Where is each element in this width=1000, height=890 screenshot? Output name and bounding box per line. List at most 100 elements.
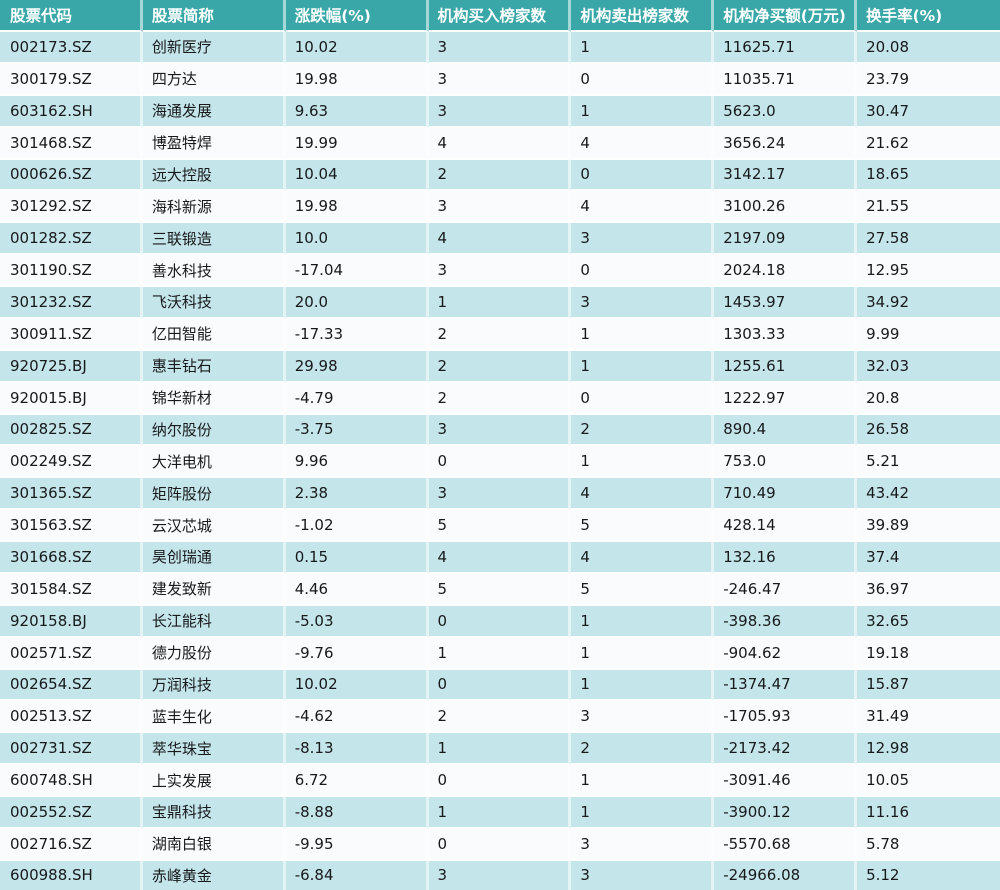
cell-stock-name: 创新医疗 <box>142 32 286 64</box>
cell-stock-code: 300179.SZ <box>0 63 143 96</box>
table-row: 300179.SZ 四方达 19.98 3 0 11035.71 23.79 <box>0 63 1000 96</box>
cell-stock-name: 博盈特焊 <box>142 127 286 160</box>
cell-turnover-rate: 26.58 <box>857 414 1000 447</box>
cell-inst-net-buy: 3142.17 <box>714 159 858 192</box>
cell-stock-name: 四方达 <box>142 63 286 96</box>
cell-change-pct: 10.04 <box>285 159 429 192</box>
table-row: 301563.SZ 云汉芯城 -1.02 5 5 428.14 39.89 <box>0 510 1000 542</box>
col-header-inst-sell-count: 机构卖出榜家数 <box>571 0 715 32</box>
cell-turnover-rate: 11.16 <box>857 797 1000 829</box>
cell-change-pct: -8.88 <box>285 797 429 829</box>
table-row: 600748.SH 上实发展 6.72 0 1 -3091.46 10.05 <box>0 765 1000 797</box>
cell-change-pct: 6.72 <box>285 765 429 797</box>
cell-inst-net-buy: 11035.71 <box>714 63 858 96</box>
cell-inst-sell-count: 1 <box>571 350 715 383</box>
cell-stock-code: 301232.SZ <box>0 287 143 319</box>
cell-stock-name: 大洋电机 <box>142 446 286 479</box>
cell-stock-code: 920725.BJ <box>0 350 143 383</box>
cell-turnover-rate: 9.99 <box>857 318 1000 351</box>
cell-inst-sell-count: 1 <box>571 765 715 797</box>
cell-stock-code: 301365.SZ <box>0 478 143 511</box>
cell-inst-net-buy: 2024.18 <box>714 255 858 287</box>
cell-inst-sell-count: 1 <box>571 637 715 670</box>
table-row: 002716.SZ 湖南白银 -9.95 0 3 -5570.68 5.78 <box>0 828 1000 861</box>
col-header-inst-net-buy: 机构净买额(万元) <box>714 0 858 32</box>
cell-inst-buy-count: 1 <box>428 637 572 670</box>
cell-turnover-rate: 12.98 <box>857 733 1000 766</box>
cell-inst-buy-count: 1 <box>428 733 572 766</box>
cell-stock-code: 301190.SZ <box>0 255 143 287</box>
table-row: 920158.BJ 长江能科 -5.03 0 1 -398.36 32.65 <box>0 605 1000 638</box>
cell-stock-name: 锦华新材 <box>142 382 286 415</box>
cell-inst-net-buy: 1303.33 <box>714 318 858 351</box>
col-header-turnover-rate: 换手率(%) <box>857 0 1000 32</box>
cell-inst-sell-count: 1 <box>571 446 715 479</box>
cell-stock-code: 300911.SZ <box>0 318 143 351</box>
cell-turnover-rate: 23.79 <box>857 63 1000 96</box>
cell-inst-net-buy: -3091.46 <box>714 765 858 797</box>
cell-inst-sell-count: 1 <box>571 318 715 351</box>
cell-turnover-rate: 20.8 <box>857 382 1000 415</box>
cell-inst-sell-count: 3 <box>571 860 715 890</box>
cell-turnover-rate: 15.87 <box>857 669 1000 702</box>
cell-change-pct: -8.13 <box>285 733 429 766</box>
cell-stock-code: 002731.SZ <box>0 733 143 766</box>
cell-change-pct: -4.62 <box>285 701 429 734</box>
cell-inst-buy-count: 3 <box>428 860 572 890</box>
cell-stock-name: 三联锻造 <box>142 223 286 256</box>
cell-inst-net-buy: -398.36 <box>714 605 858 638</box>
cell-inst-net-buy: 428.14 <box>714 510 858 542</box>
cell-change-pct: -3.75 <box>285 414 429 447</box>
cell-stock-code: 920015.BJ <box>0 382 143 415</box>
cell-inst-net-buy: -904.62 <box>714 637 858 670</box>
cell-inst-buy-count: 2 <box>428 701 572 734</box>
cell-change-pct: 19.98 <box>285 191 429 224</box>
table-row: 002249.SZ 大洋电机 9.96 0 1 753.0 5.21 <box>0 446 1000 479</box>
cell-change-pct: -17.04 <box>285 255 429 287</box>
cell-inst-net-buy: 1453.97 <box>714 287 858 319</box>
cell-stock-code: 920158.BJ <box>0 605 143 638</box>
cell-turnover-rate: 5.12 <box>857 860 1000 890</box>
cell-inst-sell-count: 0 <box>571 63 715 96</box>
cell-stock-code: 002716.SZ <box>0 828 143 861</box>
cell-change-pct: -6.84 <box>285 860 429 890</box>
cell-inst-net-buy: 5623.0 <box>714 95 858 128</box>
cell-inst-net-buy: -246.47 <box>714 573 858 606</box>
cell-inst-sell-count: 4 <box>571 478 715 511</box>
cell-change-pct: -5.03 <box>285 605 429 638</box>
cell-change-pct: 9.96 <box>285 446 429 479</box>
cell-stock-name: 远大控股 <box>142 159 286 192</box>
cell-stock-name: 湖南白银 <box>142 828 286 861</box>
cell-inst-sell-count: 2 <box>571 414 715 447</box>
table-row: 301292.SZ 海科新源 19.98 3 4 3100.26 21.55 <box>0 191 1000 224</box>
cell-inst-buy-count: 3 <box>428 414 572 447</box>
cell-turnover-rate: 18.65 <box>857 159 1000 192</box>
cell-inst-sell-count: 3 <box>571 828 715 861</box>
cell-inst-sell-count: 1 <box>571 669 715 702</box>
cell-inst-net-buy: -2173.42 <box>714 733 858 766</box>
cell-inst-sell-count: 5 <box>571 510 715 542</box>
cell-stock-name: 矩阵股份 <box>142 478 286 511</box>
cell-change-pct: 10.02 <box>285 32 429 64</box>
cell-stock-name: 宝鼎科技 <box>142 797 286 829</box>
cell-inst-sell-count: 3 <box>571 287 715 319</box>
cell-inst-buy-count: 4 <box>428 542 572 574</box>
table-row: 301584.SZ 建发致新 4.46 5 5 -246.47 36.97 <box>0 573 1000 606</box>
cell-inst-buy-count: 1 <box>428 287 572 319</box>
cell-inst-sell-count: 1 <box>571 32 715 64</box>
cell-stock-code: 002552.SZ <box>0 797 143 829</box>
table-row: 002513.SZ 蓝丰生化 -4.62 2 3 -1705.93 31.49 <box>0 701 1000 734</box>
cell-stock-name: 萃华珠宝 <box>142 733 286 766</box>
cell-stock-name: 纳尔股份 <box>142 414 286 447</box>
cell-stock-name: 昊创瑞通 <box>142 542 286 574</box>
cell-inst-buy-count: 4 <box>428 127 572 160</box>
cell-change-pct: -9.76 <box>285 637 429 670</box>
table-row: 301190.SZ 善水科技 -17.04 3 0 2024.18 12.95 <box>0 255 1000 287</box>
cell-inst-buy-count: 0 <box>428 446 572 479</box>
cell-stock-name: 海通发展 <box>142 95 286 128</box>
cell-turnover-rate: 32.65 <box>857 605 1000 638</box>
cell-change-pct: 19.98 <box>285 63 429 96</box>
cell-stock-name: 上实发展 <box>142 765 286 797</box>
cell-turnover-rate: 10.05 <box>857 765 1000 797</box>
cell-change-pct: -4.79 <box>285 382 429 415</box>
